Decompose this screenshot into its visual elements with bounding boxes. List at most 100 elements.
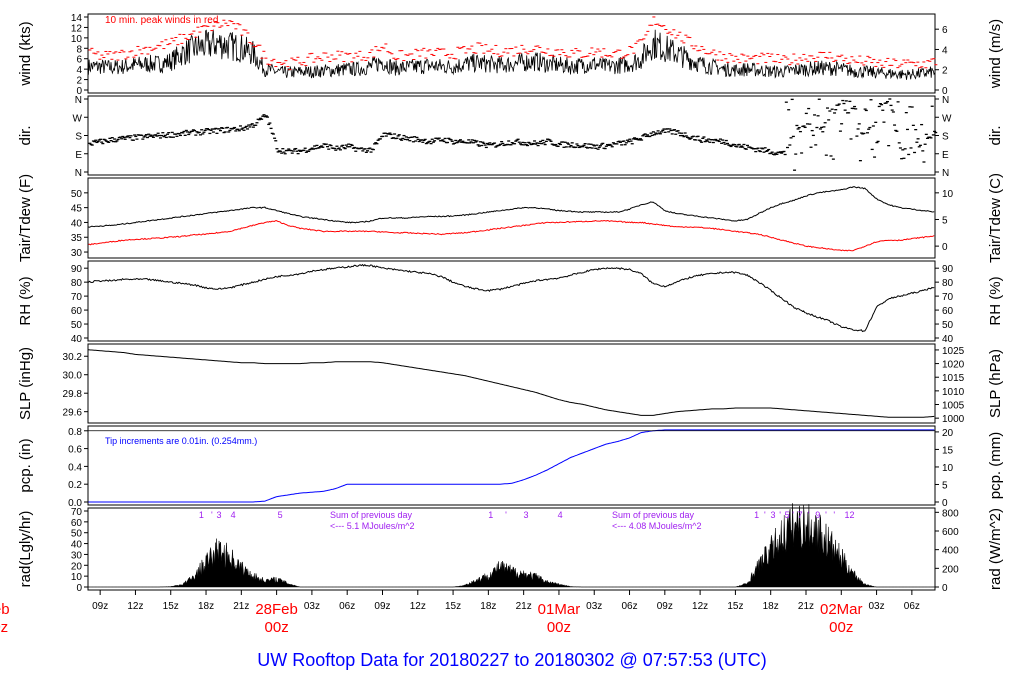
y-tick-label-right: 600 <box>942 527 959 538</box>
y-tick-label: E <box>75 150 82 161</box>
x-tick-label: 18z <box>198 601 214 612</box>
y-tick-label-right: 1005 <box>942 401 965 412</box>
y-tick-label: 40 <box>71 334 83 345</box>
series-tair <box>88 186 935 228</box>
y-tick-label: 0.0 <box>68 498 82 509</box>
panel-dir: dir. dir.N NE ES SW WN N <box>17 95 1004 179</box>
daily-sum-label: Sum of previous day <box>330 510 413 520</box>
x-tick-label: 06z <box>621 601 637 612</box>
y-tick-label: 10 <box>71 572 83 583</box>
hour-marker: 4 <box>558 510 563 520</box>
y-tick-label-right: N <box>942 168 949 179</box>
y-tick-label-right: 60 <box>942 306 954 317</box>
left-axis-label: SLP (inHg) <box>17 347 34 420</box>
hour-marker: 4 <box>231 510 236 520</box>
y-tick-label: 10 <box>71 34 83 45</box>
y-tick-label-right: 50 <box>942 320 954 331</box>
y-tick-label-right: 0 <box>942 583 948 594</box>
y-tick-label: 0.6 <box>68 445 82 456</box>
date-hour-label-clipped: 00z <box>0 619 8 636</box>
y-tick-label: 6 <box>76 55 82 66</box>
y-tick-label: 70 <box>71 292 83 303</box>
left-axis-label: rad(Lgly/hr) <box>17 511 34 588</box>
panel-frame <box>87 13 936 94</box>
right-axis-label: Tair/Tdew (C) <box>987 173 1004 263</box>
y-tick-label: 30.2 <box>63 352 83 363</box>
left-axis-label: pcp. (in) <box>17 438 34 492</box>
x-tick-label: 15z <box>727 601 743 612</box>
y-tick-label-right: 10 <box>942 463 954 474</box>
hour-marker: 1 <box>199 510 204 520</box>
tip-increment-note: Tip increments are 0.01in. (0.254mm.) <box>105 436 257 446</box>
y-tick-label: 80 <box>71 278 83 289</box>
x-tick-label: 03z <box>869 601 885 612</box>
y-tick-label-right: 1025 <box>942 346 965 357</box>
y-tick-label-right: 70 <box>942 292 954 303</box>
y-tick-label-right: 200 <box>942 564 959 575</box>
y-tick-label-right: 1010 <box>942 387 965 398</box>
x-tick-label: 12z <box>692 601 708 612</box>
series-tdew <box>88 219 935 252</box>
y-tick-label-right: 1000 <box>942 414 965 425</box>
y-tick-label-right: 4 <box>942 45 948 56</box>
y-tick-label: 0.2 <box>68 480 82 491</box>
hour-marker: 3 <box>216 510 221 520</box>
y-tick-label-right: N <box>942 95 949 106</box>
x-tick-label: 21z <box>516 601 532 612</box>
x-tick-label: 21z <box>233 601 249 612</box>
daily-sum-value: <--- 4.08 MJoules/m^2 <box>612 521 702 531</box>
hour-marker: 1 <box>754 510 759 520</box>
left-axis-label: Tair/Tdew (F) <box>17 174 34 262</box>
x-tick-label: 18z <box>480 601 496 612</box>
panel-frame <box>87 343 936 424</box>
y-tick-label: 50 <box>71 320 83 331</box>
left-axis-label: wind (kts) <box>17 21 34 86</box>
y-tick-label: W <box>73 113 83 124</box>
peak-winds-note: 10 min. peak winds in red <box>105 15 218 26</box>
x-tick-label: 21z <box>798 601 814 612</box>
y-tick-label: 50 <box>71 189 83 200</box>
y-tick-label: 40 <box>71 540 83 551</box>
right-axis-label: rad (W/m^2) <box>987 508 1004 590</box>
y-tick-label: 30.0 <box>63 371 83 382</box>
panel-rh: RH (%) RH (%) 40 50 60 70 80 90 40 50 60 70 80 90 <box>17 260 1004 345</box>
hour-marker: 12 <box>845 510 855 520</box>
y-tick-label: 8 <box>76 44 82 55</box>
y-tick-label: 0 <box>76 86 82 97</box>
hour-marker: ' <box>807 510 809 520</box>
y-tick-label-right: 40 <box>942 334 954 345</box>
hour-marker: ' <box>505 510 507 520</box>
y-tick-label-right: 15 <box>942 445 954 456</box>
panel-frame <box>87 260 936 342</box>
hour-marker: ' <box>825 510 827 520</box>
y-tick-label: 90 <box>71 264 83 275</box>
y-tick-label: 60 <box>71 518 83 529</box>
series-slp <box>88 349 935 418</box>
y-tick-label: 29.8 <box>63 389 83 400</box>
y-tick-label: 35 <box>71 233 83 244</box>
y-tick-label-right: 80 <box>942 278 954 289</box>
panel-frame <box>87 177 936 259</box>
y-tick-label-right: 5 <box>942 480 948 491</box>
date-label: 01Mar <box>538 601 581 618</box>
y-tick-label-right: 1015 <box>942 373 965 384</box>
y-tick-label-right: 800 <box>942 508 959 519</box>
panel-slp: SLP (inHg) SLP (hPa) 29.6 29.8 30.0 30.2 1000 1… <box>17 343 1004 425</box>
y-tick-label-right: E <box>942 150 949 161</box>
y-tick-label: 30 <box>71 550 83 561</box>
y-tick-label-right: 0 <box>942 86 948 97</box>
hour-marker: ' <box>779 510 781 520</box>
right-axis-label: wind (m/s) <box>987 19 1004 89</box>
series-precip <box>88 429 935 503</box>
y-tick-label: S <box>75 132 82 143</box>
x-tick-label: 15z <box>445 601 461 612</box>
y-tick-label: 60 <box>71 306 83 317</box>
date-label-clipped: 27Feb <box>0 601 10 618</box>
y-tick-label-right: 2 <box>942 66 948 77</box>
date-hour-label: 00z <box>265 619 289 636</box>
x-tick-label: 09z <box>657 601 673 612</box>
x-tick-label: 09z <box>92 601 108 612</box>
hour-marker: 3 <box>771 510 776 520</box>
